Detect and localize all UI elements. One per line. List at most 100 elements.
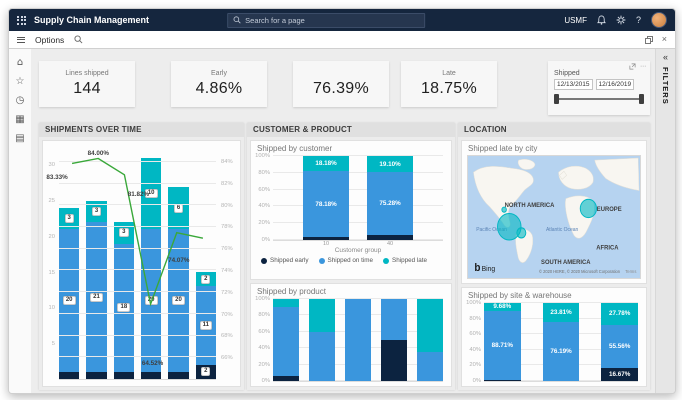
stacked-bar[interactable]: 21 3 <box>86 151 107 379</box>
stacked-bar[interactable]: 88.71% 9.68% <box>484 303 521 381</box>
start-date-input[interactable]: 12/13/2015 <box>554 79 593 90</box>
bing-label: Bing <box>482 263 496 273</box>
kpi-card-late[interactable]: Late 18.75% <box>401 61 497 107</box>
date-range-filter-card[interactable]: ⋯ Shipped 12/13/2015 12/16/2019 <box>548 61 650 115</box>
bar-segment-early[interactable] <box>367 235 413 240</box>
kpi-card-on-time[interactable]: 76.39% <box>293 61 389 107</box>
late-shipment-bubble[interactable] <box>501 206 507 213</box>
bar-segment-on_time[interactable]: 76.19% <box>542 321 580 381</box>
bar-segment-early[interactable] <box>303 236 349 240</box>
slider-handle-end[interactable] <box>639 94 644 104</box>
more-options-icon[interactable]: ⋯ <box>640 64 646 70</box>
bar-segment-on_time[interactable] <box>417 352 443 381</box>
filters-pane[interactable]: « FILTERS <box>655 49 675 393</box>
bar-segment-on_time[interactable]: 21 <box>86 222 107 372</box>
bar-segment-on_time[interactable]: 20 <box>59 229 80 372</box>
bar-segment-early[interactable]: 16.67% <box>601 368 639 381</box>
stacked-bar[interactable]: 20 10 <box>141 151 162 379</box>
bar-segment-late[interactable]: 2 <box>195 272 216 287</box>
bing-logo[interactable]: b Bing <box>474 261 495 274</box>
kpi-row: Lines shipped 144 Early 4.86% 76.39% Lat… <box>39 61 650 115</box>
late-shipment-bubble[interactable] <box>497 213 522 241</box>
date-range-slider[interactable] <box>554 94 644 104</box>
bar-segment-on_time[interactable] <box>345 299 371 381</box>
stacked-bar[interactable]: 20 3 <box>59 151 80 379</box>
notifications-bell-icon[interactable] <box>597 15 606 25</box>
map-terms-link[interactable]: Terms <box>625 269 636 274</box>
bar-segment-on_time[interactable]: 18 <box>113 243 134 372</box>
bar-segment-early[interactable] <box>113 371 134 379</box>
bar-segment-on_time[interactable] <box>273 307 299 377</box>
user-avatar[interactable] <box>651 12 667 28</box>
recent-clock-icon[interactable]: ◷ <box>15 95 25 106</box>
bar-segment-late[interactable]: 19.10% <box>367 156 413 173</box>
bar-group: 20 3 21 3 18 3 20 10 20 6 2 11 2 <box>59 151 216 379</box>
left-axis-tick-label: 30 <box>48 162 55 169</box>
bar-segment-early[interactable] <box>381 340 407 381</box>
late-shipment-bubble[interactable] <box>579 198 597 219</box>
bar-segment-on_time[interactable]: 11 <box>195 286 216 365</box>
bar-segment-late[interactable]: 9.68% <box>484 303 521 311</box>
close-icon[interactable]: × <box>661 34 667 44</box>
stacked-bar[interactable] <box>417 299 443 381</box>
bar-segment-early[interactable] <box>168 371 189 379</box>
stacked-bar[interactable]: 78.18% 18.18% <box>303 156 349 240</box>
help-icon[interactable]: ? <box>635 15 641 25</box>
bar-segment-late[interactable]: 27.78% <box>601 303 639 325</box>
bar-segment-early[interactable] <box>86 371 107 379</box>
gridline <box>59 226 216 228</box>
data-label: 75.28% <box>379 200 401 208</box>
bar-segment-late[interactable]: 23.81% <box>542 303 580 322</box>
stacked-bar[interactable] <box>381 299 407 381</box>
bar-segment-on_time[interactable]: 75.28% <box>367 172 413 236</box>
bar-segment-on_time[interactable]: 20 <box>141 229 162 372</box>
bar-segment-late[interactable] <box>309 299 335 332</box>
stacked-bar[interactable]: 16.67% 55.56% 27.78% <box>601 303 639 381</box>
bar-segment-on_time[interactable]: 20 <box>168 229 189 372</box>
bar-segment-early[interactable] <box>59 371 80 379</box>
bar-segment-early[interactable] <box>273 376 299 381</box>
stacked-bar[interactable] <box>345 299 371 381</box>
restore-window-icon[interactable] <box>644 35 653 44</box>
y-axis-tick-label: 80% <box>469 315 481 322</box>
company-picker[interactable]: USMF <box>564 15 587 25</box>
bar-segment-late[interactable] <box>273 299 299 308</box>
stacked-bar[interactable] <box>309 299 335 381</box>
kpi-card-early[interactable]: Early 4.86% <box>171 61 267 107</box>
favorites-star-icon[interactable]: ☆ <box>15 76 25 87</box>
bar-segment-late[interactable]: 6 <box>168 186 189 230</box>
bar-segment-on_time[interactable]: 78.18% <box>303 171 349 237</box>
slider-handle-start[interactable] <box>554 94 559 104</box>
options-tab[interactable]: Options <box>35 34 65 45</box>
modules-list-icon[interactable]: ▤ <box>15 133 25 144</box>
stacked-bar[interactable]: 18 3 <box>113 151 134 379</box>
bar-segment-on_time[interactable] <box>381 299 407 340</box>
end-date-input[interactable]: 12/16/2019 <box>595 79 635 90</box>
home-icon[interactable]: ⌂ <box>16 57 24 68</box>
stacked-bar[interactable] <box>273 299 299 381</box>
stacked-bar[interactable]: 75.28% 19.10% <box>367 156 413 240</box>
stacked-bar[interactable]: 20 6 <box>168 151 189 379</box>
stacked-bar[interactable]: 76.19% 23.81% <box>542 303 580 381</box>
late-shipment-bubble[interactable] <box>516 227 527 239</box>
popout-icon[interactable] <box>629 63 636 70</box>
bar-segment-late[interactable] <box>417 299 443 353</box>
waffle-menu-icon[interactable] <box>17 15 26 25</box>
bing-map[interactable]: NORTH AMERICA EUROPE AFRICA SOUTH AMERIC… <box>467 155 641 279</box>
bar-segment-late[interactable]: 18.18% <box>303 156 349 172</box>
bar-segment-early[interactable] <box>484 379 521 381</box>
stacked-bar[interactable]: 2 11 2 <box>195 151 216 379</box>
bar-segment-on_time[interactable] <box>309 331 335 381</box>
actionbar-search-icon[interactable] <box>74 35 83 44</box>
kpi-card-lines-shipped[interactable]: Lines shipped 144 <box>39 61 135 107</box>
data-label: 3 <box>119 228 129 238</box>
bar-segment-early[interactable] <box>141 371 162 379</box>
hamburger-menu-icon[interactable] <box>17 36 25 43</box>
settings-gear-icon[interactable] <box>616 15 626 25</box>
page-search-box[interactable]: Search for a page <box>227 12 426 28</box>
bar-segment-early[interactable]: 2 <box>195 364 216 379</box>
workspaces-grid-icon[interactable]: ▦ <box>15 114 25 125</box>
bar-segment-on_time[interactable]: 55.56% <box>601 324 639 368</box>
bar-segment-on_time[interactable]: 88.71% <box>484 310 521 380</box>
collapse-filters-icon[interactable]: « <box>662 52 668 62</box>
